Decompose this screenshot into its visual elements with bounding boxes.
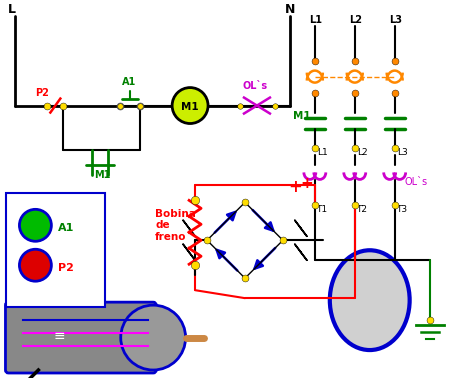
Text: M1: M1 [181, 102, 199, 112]
Text: L3: L3 [397, 149, 408, 158]
Text: T3: T3 [396, 205, 407, 214]
Text: OL`s: OL`s [243, 81, 268, 91]
Text: A1: A1 [122, 77, 137, 87]
Circle shape [172, 88, 208, 124]
Text: OL`s: OL`s [405, 177, 428, 187]
Text: L1: L1 [317, 149, 328, 158]
Text: M1: M1 [293, 110, 310, 121]
Text: L2: L2 [357, 149, 367, 158]
Text: P2: P2 [36, 88, 49, 98]
Text: L1: L1 [309, 15, 322, 25]
Text: ≡: ≡ [54, 329, 65, 343]
Text: A1: A1 [58, 223, 75, 233]
Text: L2: L2 [349, 15, 362, 25]
Text: Bobina
de
freno: Bobina de freno [155, 209, 196, 242]
Text: M1: M1 [94, 170, 110, 180]
Text: +: + [301, 177, 314, 191]
Circle shape [19, 209, 51, 241]
Text: N: N [285, 3, 295, 16]
Text: -: - [242, 271, 248, 286]
Text: L3: L3 [389, 15, 401, 25]
Text: +: + [288, 178, 302, 197]
Text: L: L [8, 3, 16, 16]
FancyBboxPatch shape [7, 194, 105, 307]
Circle shape [121, 305, 186, 370]
Text: T1: T1 [316, 205, 327, 214]
FancyBboxPatch shape [6, 302, 156, 373]
Text: P2: P2 [58, 263, 74, 273]
Text: T2: T2 [356, 205, 367, 214]
Ellipse shape [330, 250, 410, 350]
Circle shape [19, 249, 51, 281]
